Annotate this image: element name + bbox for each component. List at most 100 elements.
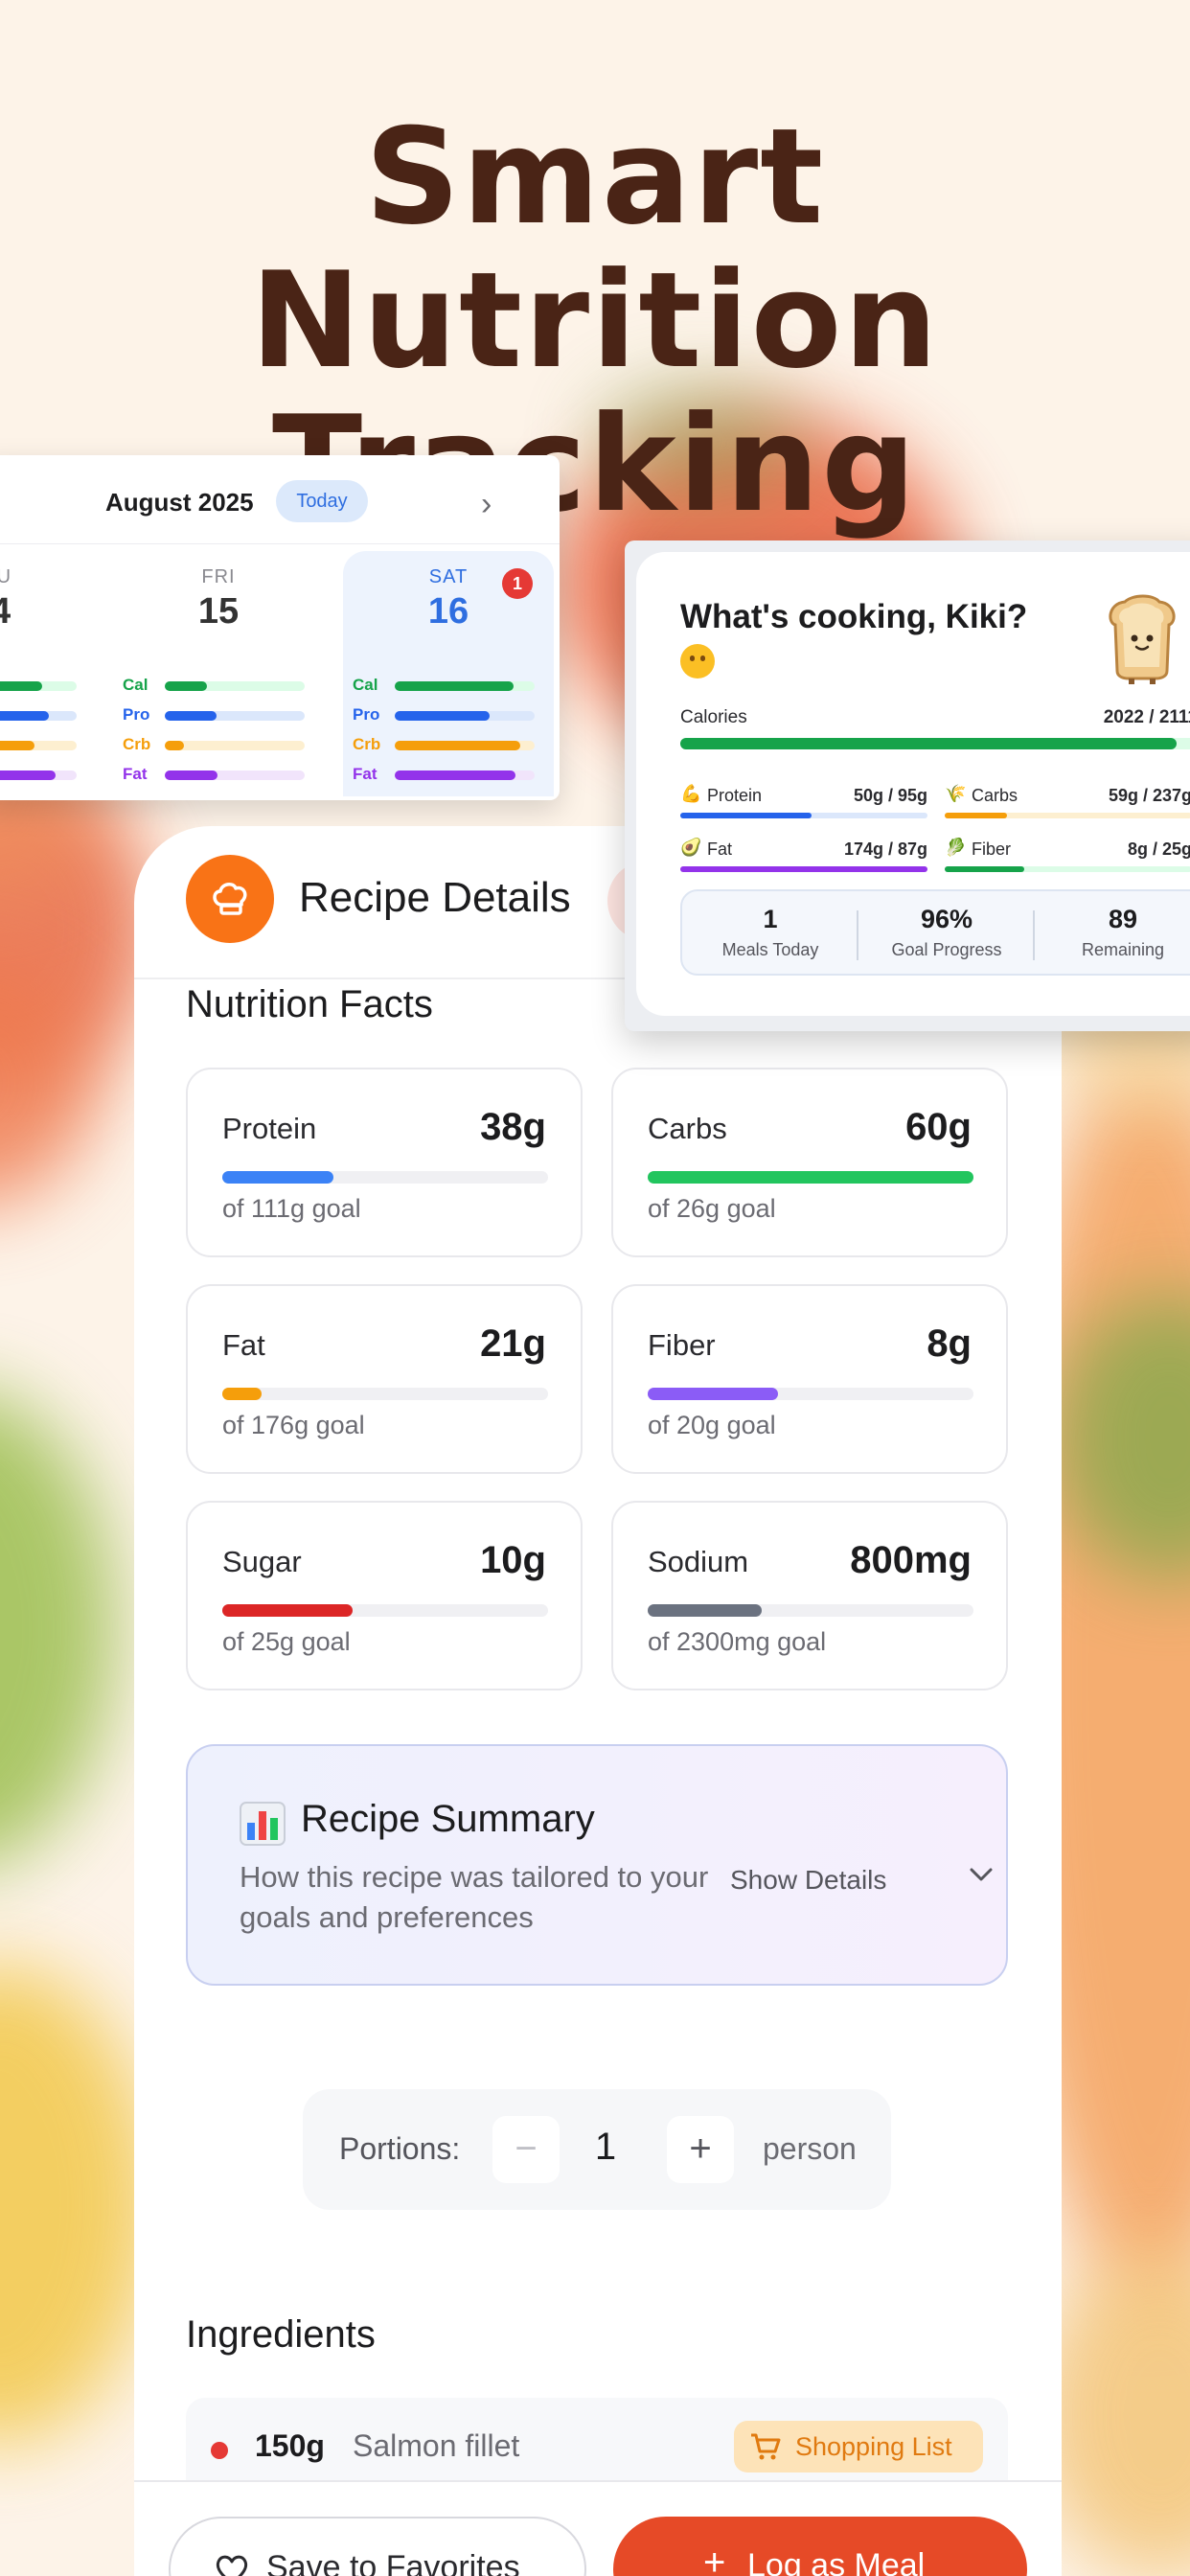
nutrition-facts-title: Nutrition Facts: [186, 983, 433, 1025]
save-to-favorites-label: Save to Favorites: [266, 2549, 520, 2576]
day-macro-row: Fat: [0, 761, 96, 790]
day-name: SAT: [428, 566, 469, 587]
macro-progress-bar: [395, 741, 535, 750]
nutrient-goal: of 25g goal: [222, 1627, 351, 1656]
nutrient-goal: of 176g goal: [222, 1411, 365, 1439]
calendar-card: August 2025 Today › THU14CalProCrbFatFRI…: [0, 455, 560, 800]
macro-label: Fat: [707, 840, 733, 859]
recipe-summary-title: Recipe Summary: [301, 1798, 595, 1840]
macro-progress-bar: [165, 770, 305, 780]
fat-icon: 🥑: [680, 838, 702, 857]
nutrient-progress-bar: [222, 1171, 548, 1184]
nutrient-progress-bar: [648, 1388, 973, 1400]
nutrient-label: Sodium: [648, 1545, 749, 1578]
decrease-portions-button[interactable]: −: [492, 2116, 560, 2183]
nutrient-progress-bar: [222, 1388, 548, 1400]
macro-progress-bar: [680, 813, 927, 818]
macro-progress-bar: [0, 770, 77, 780]
macro-value: 50g / 95g: [853, 786, 927, 805]
calendar-month: August 2025: [105, 488, 254, 517]
macro-progress-bar: [165, 741, 305, 750]
day-macro-row: Cal: [0, 672, 96, 701]
save-to-favorites-button[interactable]: Save to Favorites: [169, 2517, 586, 2576]
nutrient-card-protein: Protein 38g of 111g goal: [186, 1068, 583, 1257]
nutrient-progress-bar: [222, 1604, 548, 1617]
nutrient-value: 60g: [905, 1106, 972, 1148]
day-macro-row: Pro: [0, 702, 96, 730]
macro-progress-bar: [395, 770, 535, 780]
daily-stats: 1 Meals Today 96% Goal Progress 89 Remai…: [680, 889, 1190, 976]
carbs-icon: 🌾: [945, 784, 967, 803]
calories-label: Calories: [680, 707, 747, 727]
nutrient-label: Protein: [222, 1112, 317, 1145]
stat-label: Meals Today: [721, 940, 819, 959]
stat-label: Goal Progress: [891, 940, 1002, 959]
nutrient-value: 8g: [927, 1322, 972, 1365]
nutrient-card-fat: Fat 21g of 176g goal: [186, 1284, 583, 1474]
day-macro-row: Crb: [113, 731, 324, 760]
nutrient-progress-bar: [648, 1604, 973, 1617]
calendar-day-sat[interactable]: SAT 16 1 Cal Pro Crb Fat: [343, 551, 554, 796]
stat-remaining: 89 Remaining: [1042, 905, 1190, 960]
macro-label: Carbs: [972, 786, 1018, 805]
chef-hat-icon: [186, 855, 274, 943]
macro-progress-bar: [0, 741, 77, 750]
heart-icon: [216, 2555, 248, 2576]
day-number: 16: [427, 591, 469, 632]
day-macro-row: Cal: [113, 672, 324, 701]
macro-label: Fat: [123, 765, 148, 783]
smiley-icon: [680, 644, 715, 678]
show-details-button[interactable]: Show Details: [730, 1865, 887, 1895]
macro-label: Pro: [123, 705, 150, 724]
today-button[interactable]: Today: [276, 480, 368, 522]
macro-label: Fiber: [972, 840, 1012, 859]
macro-progress-bar: [945, 813, 1190, 818]
recipe-details-panel: Recipe Details Nutrition Facts Protein 38…: [134, 826, 1062, 2576]
bullet-icon: [211, 2442, 228, 2459]
day-macro-row: Pro: [113, 702, 324, 730]
macro-value: 174g / 87g: [843, 840, 927, 859]
macro-progress-bar: [0, 711, 77, 721]
nutrient-value: 10g: [480, 1539, 546, 1581]
ingredient-name: Salmon fillet: [353, 2428, 520, 2463]
calendar-header: August 2025 Today ›: [0, 478, 560, 526]
day-name: FRI: [201, 566, 236, 587]
recipe-summary-card[interactable]: Recipe Summary How this recipe was tailo…: [186, 1744, 1008, 1986]
macro-progress-bar: [165, 711, 305, 721]
fiber-icon: 🥬: [945, 838, 967, 857]
bar-chart-icon: [240, 1802, 286, 1851]
increase-portions-button[interactable]: +: [667, 2116, 734, 2183]
macro-progress-bar: [395, 711, 535, 721]
macro-label: Protein: [707, 786, 763, 805]
chevron-down-icon[interactable]: [966, 1859, 996, 1895]
shopping-list-label: Shopping List: [795, 2432, 952, 2461]
divider: [1033, 910, 1035, 960]
stat-label: Remaining: [1081, 940, 1165, 959]
chevron-right-icon[interactable]: ›: [481, 486, 492, 522]
shopping-list-button[interactable]: Shopping List: [734, 2421, 983, 2472]
day-macro-row: Pro: [343, 702, 554, 730]
macro-progress-bar: [395, 681, 535, 691]
daily-dashboard-card: What's cooking, Kiki? Calories 2022 / 21…: [625, 540, 1190, 1031]
day-number: 14: [0, 591, 11, 632]
day-macro-row: Fat: [113, 761, 324, 790]
greeting: What's cooking, Kiki?: [680, 598, 1028, 635]
calendar-day-fri[interactable]: FRI 15 Cal Pro Crb Fat: [113, 551, 324, 796]
macro-label: Cal: [123, 676, 149, 694]
toast-mascot-icon: [1104, 594, 1180, 691]
day-macro-row: Fat: [343, 761, 554, 790]
calories-value: 2022 / 2111: [1103, 707, 1190, 727]
log-as-meal-button[interactable]: + Log as Meal: [613, 2517, 1027, 2576]
macro-value: 59g / 237g: [1108, 786, 1190, 805]
nutrient-label: Carbs: [648, 1112, 727, 1145]
stat-value: 1: [763, 905, 778, 933]
nutrient-value: 38g: [480, 1106, 546, 1148]
nutrient-card-sugar: Sugar 10g of 25g goal: [186, 1501, 583, 1690]
nutrient-goal: of 26g goal: [648, 1194, 776, 1223]
divider: [0, 543, 560, 544]
nutrient-value: 800mg: [850, 1539, 972, 1581]
macro-progress-bar: [680, 866, 927, 872]
recipe-summary-description: How this recipe was tailored to your goa…: [240, 1860, 709, 1934]
